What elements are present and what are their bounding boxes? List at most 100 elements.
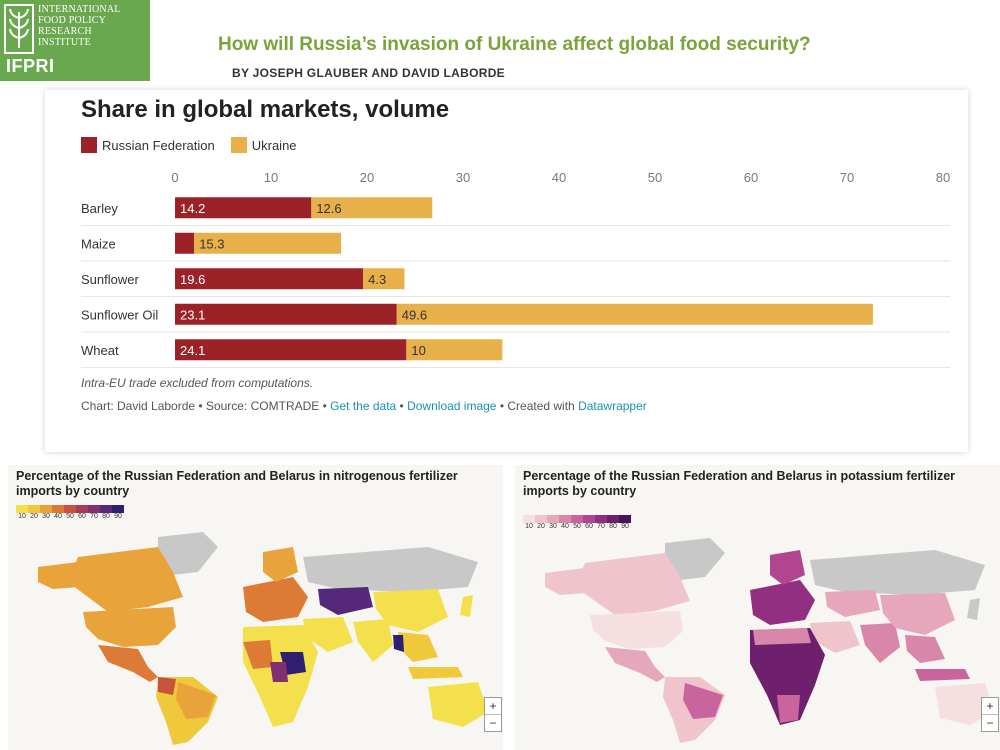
x-tick-label: 0 [171, 170, 178, 185]
scale-label: 30 [549, 523, 557, 530]
scale-swatch [100, 505, 112, 513]
chart-credit: Chart: David Laborde • Source: COMTRADE … [81, 399, 647, 413]
map-alaska [38, 562, 80, 589]
map-usa [590, 611, 683, 649]
map-brazil [683, 683, 723, 719]
scale-label: 60 [585, 523, 593, 530]
x-tick-label: 10 [264, 170, 278, 185]
map-brazil [176, 682, 216, 719]
potassium-map-panel: Percentage of the Russian Federation and… [515, 465, 1000, 750]
scale-swatch [547, 515, 559, 523]
logo-org-name: INTERNATIONAL FOOD POLICY RESEARCH INSTI… [38, 4, 121, 48]
x-tick-label: 80 [936, 170, 950, 185]
credit-text: Chart: David Laborde • Source: COMTRADE … [81, 399, 331, 413]
chart-legend: Russian Federation Ukraine [81, 137, 313, 153]
map-europe [750, 580, 815, 625]
scale-label: 50 [573, 523, 581, 530]
scale-swatch [571, 515, 583, 523]
byline: BY JOSEPH GLAUBER AND DAVID LABORDE [232, 66, 505, 80]
scale-swatch [112, 505, 124, 513]
x-tick-label: 40 [552, 170, 566, 185]
scale-label: 20 [30, 513, 38, 520]
bar-value-label: 12.6 [316, 201, 341, 216]
map-myanmar [393, 635, 404, 652]
scale-label: 10 [525, 523, 533, 530]
map-africa [750, 628, 825, 725]
bar-value-label: 49.6 [402, 307, 427, 322]
map-indonesia [915, 669, 970, 681]
download-image-link[interactable]: Download image [407, 399, 497, 413]
nitrogen-zoom-controls: + − [484, 697, 502, 732]
scale-swatch [619, 515, 631, 523]
potassium-color-scale: 10 20 30 40 50 60 70 80 90 [523, 515, 631, 530]
bar-russia [175, 232, 195, 254]
scale-label: 80 [102, 513, 110, 520]
x-tick-label: 20 [360, 170, 374, 185]
map-canada [575, 553, 690, 615]
scale-swatch [40, 505, 52, 513]
bar-ukraine [194, 232, 342, 254]
scale-labels: 10 20 30 40 50 60 70 80 90 [16, 513, 124, 520]
bar-chart-panel: Share in global markets, volume Russian … [45, 90, 968, 452]
scale-swatch [559, 515, 571, 523]
scale-label: 90 [114, 513, 122, 520]
bar-ukraine [396, 303, 873, 325]
zoom-in-button[interactable]: + [986, 699, 994, 713]
map-middle-east [810, 621, 860, 653]
ifpri-logo: INTERNATIONAL FOOD POLICY RESEARCH INSTI… [0, 0, 150, 81]
bar-value-label: 4.3 [368, 272, 386, 287]
legend-swatch-ukraine [230, 137, 247, 153]
zoom-out-button[interactable]: − [485, 714, 501, 731]
map-europe [243, 577, 308, 622]
map-mexico [605, 647, 665, 682]
scale-label: 30 [42, 513, 50, 520]
map-southeast-asia [398, 632, 438, 662]
legend-label-ukraine: Ukraine [251, 137, 297, 153]
map-japan [967, 598, 980, 620]
nitrogen-color-scale: 10 20 30 40 50 60 70 80 90 [16, 505, 124, 520]
legend-item-russia: Russian Federation [81, 137, 215, 153]
map-southeast-asia [905, 635, 945, 663]
logo-abbr: IFPRI [6, 56, 55, 76]
credit-sep: • Created with [496, 399, 579, 413]
map-north-africa [753, 628, 811, 645]
category-label: Barley [81, 201, 118, 216]
legend-label-russia: Russian Federation [102, 137, 215, 153]
chart-note: Intra-EU trade excluded from computation… [81, 376, 314, 390]
map-southern-africa [777, 695, 800, 723]
nitrogen-map-title: Percentage of the Russian Federation and… [16, 469, 458, 498]
potassium-map-title: Percentage of the Russian Federation and… [523, 469, 956, 498]
legend-swatch-russia [81, 137, 97, 153]
scale-swatch [595, 515, 607, 523]
logo-line: RESEARCH [38, 26, 92, 37]
get-data-link[interactable]: Get the data [330, 399, 397, 413]
x-tick-label: 50 [648, 170, 662, 185]
nitrogen-map-panel: Percentage of the Russian Federation and… [8, 465, 503, 750]
nitrogen-world-map[interactable] [8, 527, 503, 747]
legend-item-ukraine: Ukraine [230, 137, 297, 153]
scale-label: 80 [609, 523, 617, 530]
map-east-africa-mid [270, 662, 288, 682]
scale-swatch [88, 505, 100, 513]
scale-swatch [583, 515, 595, 523]
map-usa [83, 607, 176, 647]
bar-ukraine [406, 339, 503, 361]
scale-swatch [76, 505, 88, 513]
map-japan [460, 595, 473, 617]
zoom-in-button[interactable]: + [489, 699, 497, 713]
scale-label: 40 [561, 523, 569, 530]
logo-line: INTERNATIONAL [38, 4, 121, 15]
scale-label: 90 [621, 523, 629, 530]
datawrapper-link[interactable]: Datawrapper [578, 399, 647, 413]
scale-swatch [16, 505, 28, 513]
zoom-out-button[interactable]: − [982, 714, 998, 731]
scale-label: 50 [66, 513, 74, 520]
bar-value-label: 19.6 [180, 272, 205, 287]
map-colombia [158, 677, 176, 695]
map-india [353, 619, 393, 662]
page-headline: How will Russia’s invasion of Ukraine af… [218, 34, 811, 55]
potassium-world-map[interactable] [515, 535, 1000, 747]
bar-value-label: 23.1 [180, 307, 205, 322]
logo-line: INSTITUTE [38, 37, 91, 48]
map-australia [935, 683, 995, 725]
